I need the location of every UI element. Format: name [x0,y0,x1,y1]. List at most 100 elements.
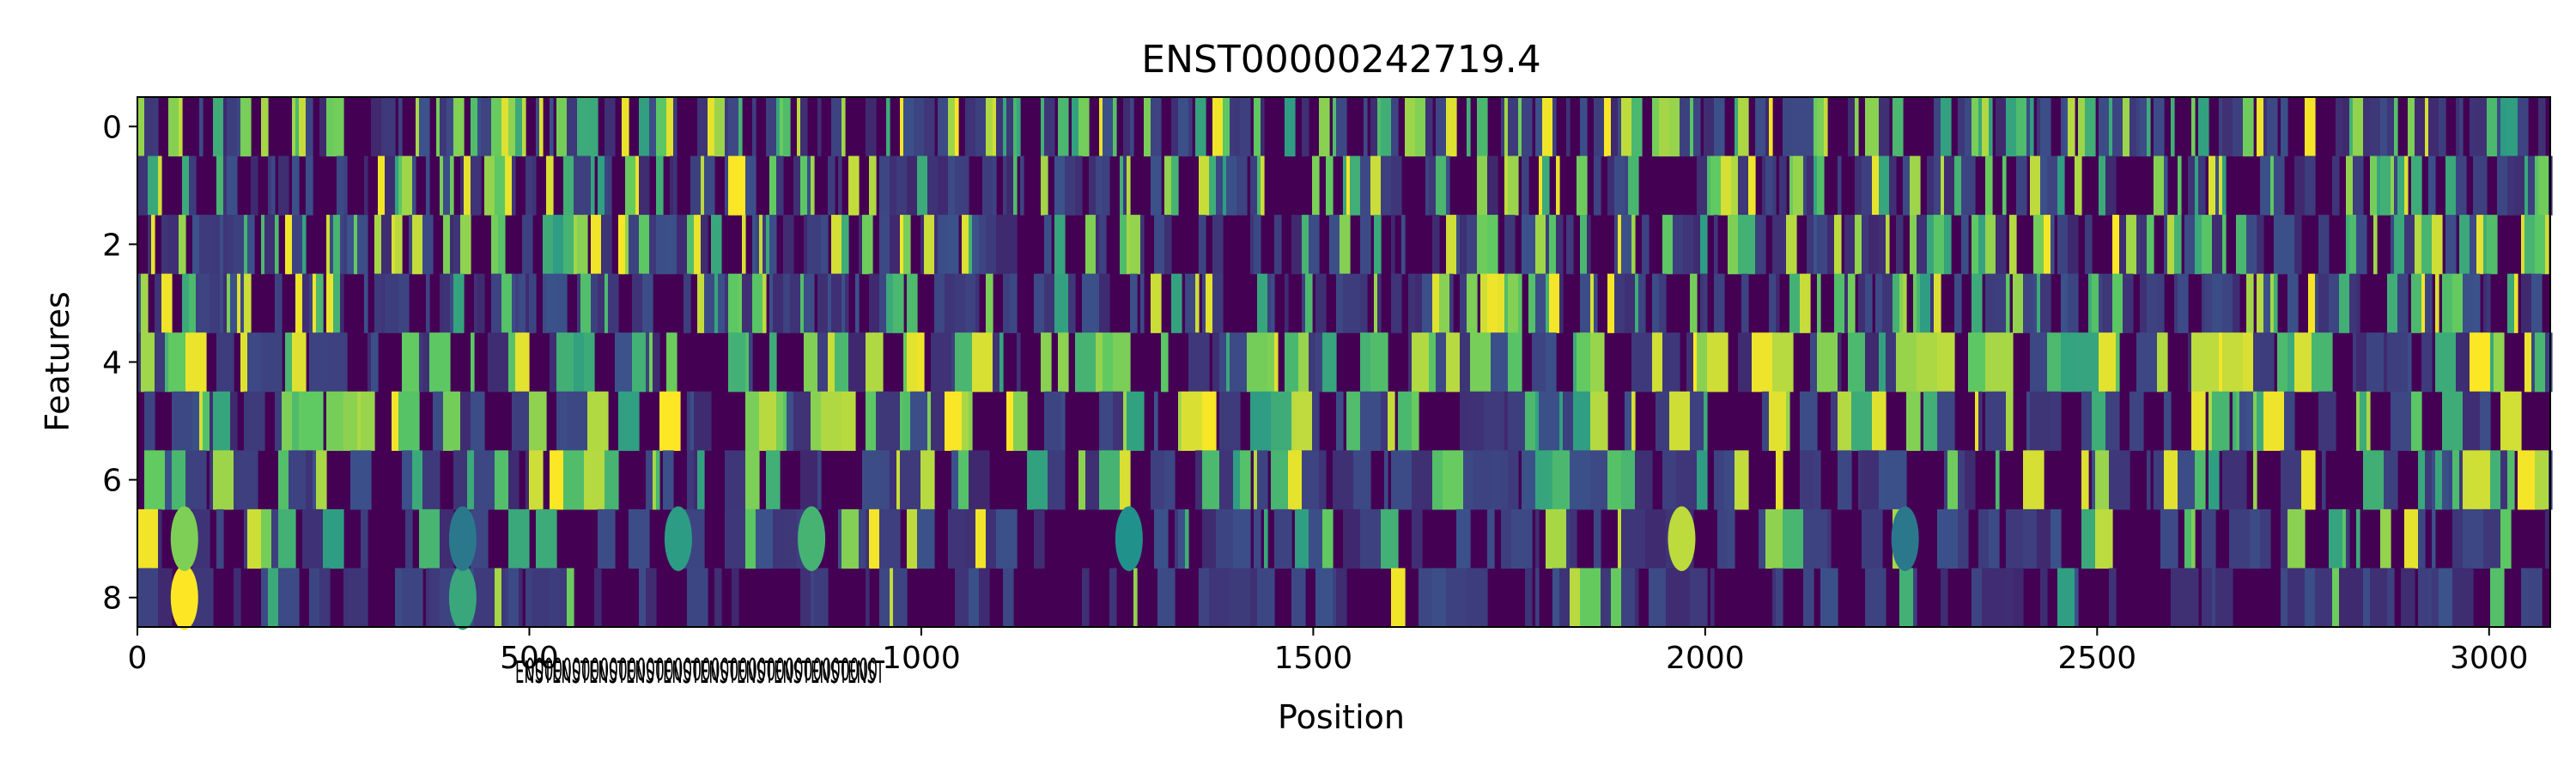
heatmap-cell [704,97,708,157]
heatmap-cell [1704,273,1708,333]
heatmap-cell [477,273,482,333]
heatmap-cell [1278,391,1282,451]
heatmap-cell [1879,332,1883,393]
heatmap-cell [2452,273,2457,333]
heatmap-cell [1443,155,1447,216]
heatmap-cell [831,97,835,157]
heatmap-cell [1697,155,1701,216]
heatmap-cell [931,215,935,275]
heatmap-cell [1549,215,1553,275]
heatmap-cell [522,273,526,333]
heatmap-cell [1453,97,1457,157]
heatmap-cell [477,568,482,628]
heatmap-cell [1326,97,1330,157]
heatmap-cell [2085,450,2089,510]
heatmap-cell [1099,273,1103,333]
heatmap-cell [2397,155,2402,216]
heatmap-highlight [170,565,198,630]
heatmap-cell [883,215,887,275]
heatmap-cell [1511,155,1516,216]
heatmap-cell [975,332,980,393]
heatmap-cell [2456,450,2460,510]
heatmap-cell [1446,155,1450,216]
heatmap-cell [484,508,489,569]
heatmap-cell [237,97,241,157]
heatmap-cell [2487,508,2491,569]
heatmap-cell [240,97,245,157]
heatmap-cell [292,391,296,451]
heatmap-cell [2040,97,2044,157]
heatmap-cell [1934,215,1938,275]
heatmap-cell [350,568,355,628]
heatmap-cell [2394,273,2398,333]
heatmap-cell [1817,97,1821,157]
heatmap-cell [601,508,605,569]
heatmap-cell [2085,508,2089,569]
heatmap-cell [2428,273,2433,333]
heatmap-cell [2349,97,2354,157]
heatmap-cell [2360,332,2364,393]
heatmap-cell [2494,568,2498,628]
heatmap-cell [584,155,588,216]
heatmap-cell [1882,568,1886,628]
heatmap-cell [591,332,595,393]
heatmap-cell [677,391,681,451]
heatmap-cell [141,568,145,628]
heatmap-cell [220,450,224,510]
heatmap-cell [388,97,392,157]
heatmap-cell [2318,215,2323,275]
heatmap-cell [646,450,650,510]
heatmap-cell [1315,450,1320,510]
heatmap-cell [1721,450,1725,510]
heatmap-cell [1515,332,1519,393]
heatmap-cell [2126,273,2130,333]
heatmap-cell [587,273,592,333]
heatmap-cell [137,155,142,216]
heatmap-cell [436,332,440,393]
heatmap-cell [1896,332,1900,393]
heatmap-cell [234,155,238,216]
heatmap-cell [1109,450,1114,510]
heatmap-cell [1649,332,1653,393]
heatmap-cell [2291,391,2295,451]
heatmap-cell [1491,273,1495,333]
heatmap-cell [2363,391,2367,451]
heatmap-cell [1106,391,1110,451]
heatmap-cell [1164,332,1169,393]
heatmap-cell [1398,568,1402,628]
heatmap-cell [2068,97,2072,157]
heatmap-cell [2332,273,2336,333]
heatmap-cell [608,273,612,333]
heatmap-cell [697,155,702,216]
heatmap-cell [704,273,708,333]
heatmap-cell [769,508,774,569]
heatmap-cell [1683,391,1687,451]
heatmap-cell [817,450,822,510]
heatmap-cell [563,450,568,510]
heatmap-cell [934,391,939,451]
heatmap-cell [1951,508,1955,569]
heatmap-cell [2476,215,2481,275]
heatmap-cell [1886,273,1890,333]
heatmap-cell [2026,273,2031,333]
heatmap-cell [862,450,866,510]
heatmap-cell [1528,273,1533,333]
heatmap-cell [917,450,921,510]
heatmap-cell [1817,273,1821,333]
heatmap-cell [519,508,523,569]
heatmap-cell [1370,391,1375,451]
heatmap-cell [1477,450,1481,510]
heatmap-cell [1463,568,1467,628]
heatmap-cell [2391,450,2395,510]
heatmap-cell [426,450,430,510]
heatmap-cell [1989,155,1993,216]
heatmap-cell [587,155,592,216]
heatmap-cell [1652,508,1656,569]
heatmap-cell [986,273,990,333]
heatmap-cell [1710,568,1715,628]
heatmap-cell [629,391,633,451]
heatmap-cell [2545,508,2549,569]
heatmap-cell [780,273,784,333]
heatmap-cell [1346,273,1351,333]
overlap-tick-label: ENSTENSTENSTENSTENSTENSTENSTENSTENSTENST [515,655,884,691]
